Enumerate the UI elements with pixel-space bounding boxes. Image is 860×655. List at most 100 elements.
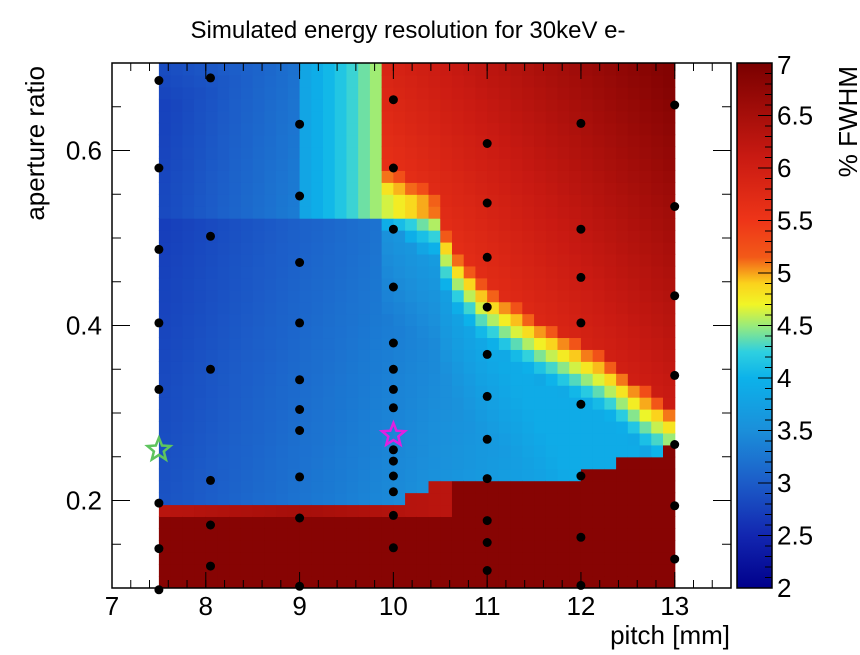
heatmap-cell [487, 265, 500, 279]
heatmap-cell [205, 301, 219, 315]
heatmap-cell [334, 206, 348, 219]
heatmap-cell [663, 74, 676, 88]
heatmap-cell [451, 552, 465, 565]
heatmap-cell [405, 206, 418, 219]
heatmap-cell [240, 480, 254, 494]
heatmap-cell [428, 241, 441, 255]
heatmap-cell [381, 289, 394, 303]
heatmap-cell [334, 349, 348, 362]
heatmap-cell [463, 241, 477, 255]
heatmap-cell [311, 277, 324, 291]
heatmap-cell [170, 444, 183, 458]
heatmap-cell [498, 456, 512, 470]
heatmap-cell [369, 409, 383, 422]
heatmap-cell [334, 277, 348, 291]
heatmap-cell [276, 349, 289, 362]
heatmap-cell [545, 564, 559, 577]
heatmap-cell [498, 86, 512, 100]
heatmap-cell [510, 253, 523, 267]
heatmap-cell [170, 194, 183, 207]
heatmap-cell [194, 361, 207, 374]
heatmap-cell [264, 504, 277, 518]
heatmap-cell [170, 480, 183, 494]
heatmap-cell [405, 337, 418, 350]
heatmap-cell [604, 361, 617, 374]
heatmap-cell [440, 444, 453, 458]
heatmap-cell [334, 63, 348, 76]
heatmap-cell [229, 385, 242, 398]
heatmap-cell [217, 277, 230, 291]
heatmap-cell [651, 63, 664, 76]
heatmap-cell [323, 576, 336, 588]
heatmap-cell [393, 110, 406, 124]
heatmap-cell [276, 86, 289, 100]
heatmap-cell [580, 576, 594, 588]
heatmap-cell [545, 576, 559, 588]
simulation-point [670, 554, 680, 564]
heatmap-cell [194, 170, 207, 183]
heatmap-cell [252, 409, 265, 422]
heatmap-cell [299, 218, 312, 231]
heatmap-cell [205, 98, 219, 112]
heatmap-cell [510, 146, 523, 160]
heatmap-cell [311, 206, 324, 219]
y-tick-label: 0.4 [66, 311, 102, 341]
simulation-point [388, 384, 398, 394]
simulation-point [576, 272, 586, 282]
heatmap-cell [416, 253, 430, 267]
heatmap-cell [264, 110, 277, 124]
heatmap-cell [498, 349, 512, 362]
heatmap-cell [276, 110, 289, 124]
heatmap-cell [463, 134, 477, 148]
heatmap-cell [416, 397, 430, 410]
heatmap-cell [639, 516, 652, 529]
heatmap-cell [498, 218, 512, 231]
heatmap-cell [334, 265, 348, 279]
heatmap-cell [170, 504, 183, 518]
heatmap-cell [205, 432, 219, 446]
heatmap-cell [440, 504, 453, 518]
heatmap-cell [358, 277, 371, 291]
simulation-point [670, 440, 680, 449]
heatmap-cell [346, 373, 359, 386]
heatmap-cell [252, 206, 265, 219]
heatmap-cell [182, 420, 195, 434]
heatmap-cell [639, 361, 652, 374]
heatmap-cell [346, 397, 359, 410]
heatmap-cell [616, 373, 629, 386]
heatmap-cell [498, 158, 512, 171]
heatmap-cell [358, 385, 371, 398]
heatmap-cell [287, 98, 301, 112]
heatmap-cell [522, 313, 535, 327]
heatmap-cell [158, 63, 172, 76]
heatmap-cell [451, 492, 465, 506]
heatmap-cell [205, 552, 219, 565]
heatmap-cell [463, 289, 477, 303]
heatmap-cell [569, 492, 582, 506]
heatmap-cell [217, 289, 230, 303]
heatmap-cell [346, 289, 359, 303]
heatmap-cell [651, 265, 664, 279]
heatmap-cell [627, 134, 641, 148]
heatmap-cell [428, 206, 441, 219]
heatmap-cell [182, 134, 195, 148]
heatmap-cell [393, 230, 406, 243]
heatmap-cell [264, 98, 277, 112]
heatmap-cell [311, 134, 324, 148]
heatmap-cell [229, 170, 242, 183]
heatmap-cell [592, 265, 605, 279]
heatmap-cell [205, 110, 219, 124]
heatmap-cell [393, 409, 406, 422]
heatmap-cell [346, 301, 359, 315]
heatmap-cell [217, 170, 230, 183]
heatmap-cell [252, 110, 265, 124]
heatmap-cell [592, 122, 605, 136]
heatmap-cell [498, 170, 512, 183]
heatmap-cell [510, 194, 523, 207]
heatmap-cell [240, 182, 254, 195]
heatmap-cell [475, 337, 488, 350]
heatmap-cell [358, 480, 371, 494]
heatmap-cell [522, 206, 535, 219]
heatmap-cell [194, 230, 207, 243]
heatmap-cell [475, 444, 488, 458]
